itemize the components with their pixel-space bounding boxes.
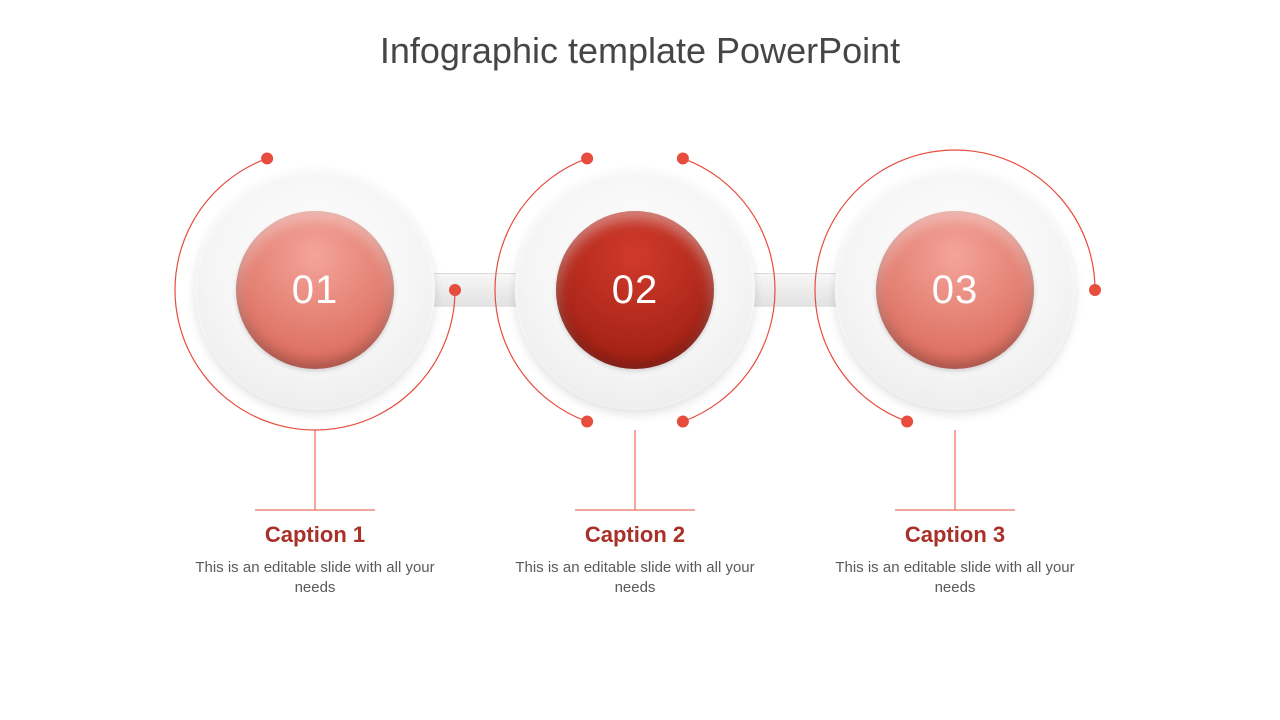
step-number: 01 — [292, 268, 339, 313]
step-sphere: 03 — [876, 211, 1034, 369]
step-sphere: 02 — [556, 211, 714, 369]
slide: Infographic template PowerPoint 01Captio… — [0, 0, 1280, 720]
caption-body: This is an editable slide with all your … — [505, 558, 765, 599]
orbit-dot — [677, 416, 689, 428]
infographic-stage: 01 Caption 1 This is an editable slide wit… — [0, 0, 1280, 720]
caption-body: This is an editable slide with all your … — [185, 558, 445, 599]
caption-title: Caption 1 — [185, 522, 445, 548]
step-number: 03 — [932, 268, 979, 313]
callout: Caption 3 This is an editable slide with … — [825, 522, 1085, 599]
caption-title: Caption 3 — [825, 522, 1085, 548]
caption-body: This is an editable slide with all your … — [825, 558, 1085, 599]
callout: Caption 1 This is an editable slide with … — [185, 522, 445, 599]
orbit-dot — [261, 152, 273, 164]
step-sphere: 01 — [236, 211, 394, 369]
orbit-dot — [1089, 284, 1101, 296]
caption-title: Caption 2 — [505, 522, 765, 548]
orbit-dot — [677, 152, 689, 164]
orbit-dot — [449, 284, 461, 296]
step-number: 02 — [612, 268, 659, 313]
orbit-dot — [901, 416, 913, 428]
callout: Caption 2 This is an editable slide with … — [505, 522, 765, 599]
orbit-dot — [581, 416, 593, 428]
orbit-dot — [581, 152, 593, 164]
